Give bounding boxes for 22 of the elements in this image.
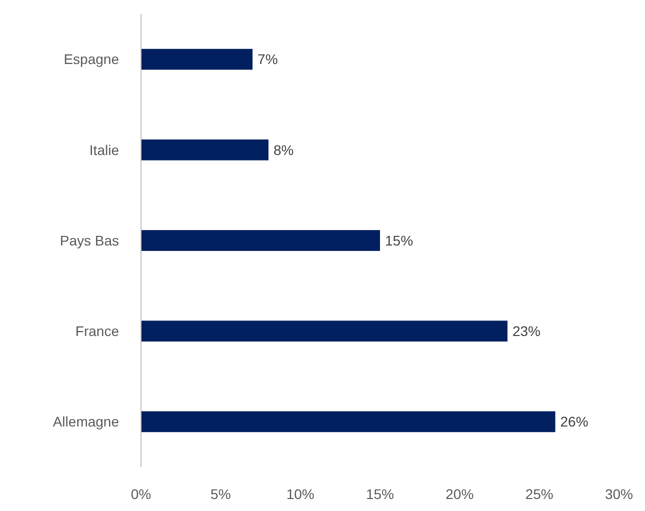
data-label: 15% [385, 232, 414, 248]
y-tick-label: Allemagne [52, 414, 120, 430]
y-tick-label: Espagne [64, 51, 120, 68]
y-tick-label: Pays Bas [60, 232, 119, 248]
x-tick-label: 5% [210, 486, 231, 502]
x-tick-label: 20% [446, 486, 474, 502]
y-tick-label: France [75, 323, 120, 339]
data-label: 8% [273, 142, 294, 158]
x-tick-label: 10% [286, 486, 314, 502]
data-label: 23% [512, 323, 540, 339]
data-label: 26% [560, 414, 588, 430]
bar [141, 320, 508, 342]
x-tick-label: 15% [366, 486, 394, 502]
bar [141, 411, 556, 432]
bar [141, 139, 268, 160]
bar [141, 230, 380, 251]
data-label: 7% [258, 51, 278, 68]
x-tick-label: 30% [604, 486, 634, 502]
bar [141, 48, 253, 70]
y-tick-label: Italie [89, 142, 120, 158]
x-tick-label: 25% [525, 486, 554, 502]
x-tick-label: 0% [130, 486, 152, 502]
